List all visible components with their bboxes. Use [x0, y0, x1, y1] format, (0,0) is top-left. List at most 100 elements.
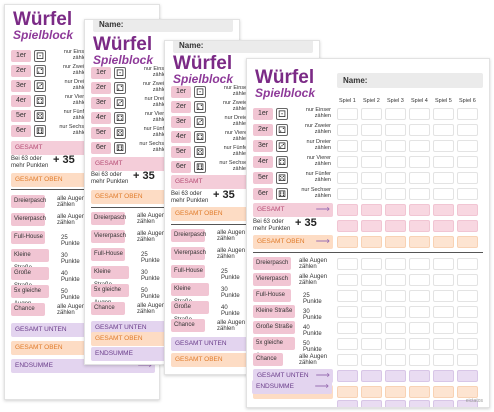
score-cell[interactable] — [385, 188, 406, 200]
score-cell[interactable] — [337, 306, 358, 318]
score-cell[interactable] — [337, 220, 358, 232]
score-cell[interactable] — [361, 108, 382, 120]
score-cell[interactable] — [457, 204, 478, 216]
score-cell[interactable] — [457, 172, 478, 184]
score-cell[interactable] — [433, 274, 454, 286]
score-cell[interactable] — [433, 370, 454, 382]
score-cell[interactable] — [457, 140, 478, 152]
score-cell[interactable] — [385, 172, 406, 184]
score-cell[interactable] — [457, 400, 478, 407]
score-cell[interactable] — [337, 400, 358, 407]
score-cell[interactable] — [433, 124, 454, 136]
score-cell[interactable] — [361, 172, 382, 184]
score-cell[interactable] — [361, 386, 382, 398]
score-cell[interactable] — [409, 338, 430, 350]
score-cell[interactable] — [385, 354, 406, 366]
score-cell[interactable] — [337, 370, 358, 382]
score-cell[interactable] — [361, 306, 382, 318]
score-cell[interactable] — [457, 386, 478, 398]
score-cell[interactable] — [361, 220, 382, 232]
score-cell[interactable] — [361, 204, 382, 216]
score-cell[interactable] — [409, 370, 430, 382]
score-cell[interactable] — [457, 274, 478, 286]
score-cell[interactable] — [337, 290, 358, 302]
score-cell[interactable] — [433, 108, 454, 120]
name-field[interactable]: Name: — [93, 20, 233, 32]
score-cell[interactable] — [361, 290, 382, 302]
score-cell[interactable] — [409, 236, 430, 248]
score-cell[interactable] — [457, 236, 478, 248]
score-cell[interactable] — [409, 220, 430, 232]
score-cell[interactable] — [457, 258, 478, 270]
score-cell[interactable] — [433, 236, 454, 248]
score-cell[interactable] — [433, 400, 454, 407]
score-cell[interactable] — [433, 258, 454, 270]
score-cell[interactable] — [409, 290, 430, 302]
score-cell[interactable] — [385, 258, 406, 270]
score-cell[interactable] — [361, 274, 382, 286]
score-cell[interactable] — [457, 354, 478, 366]
score-cell[interactable] — [409, 204, 430, 216]
score-cell[interactable] — [433, 172, 454, 184]
score-cell[interactable] — [337, 236, 358, 248]
score-cell[interactable] — [457, 290, 478, 302]
score-cell[interactable] — [433, 188, 454, 200]
score-cell[interactable] — [457, 220, 478, 232]
score-cell[interactable] — [409, 258, 430, 270]
score-cell[interactable] — [457, 156, 478, 168]
score-cell[interactable] — [433, 354, 454, 366]
score-cell[interactable] — [361, 236, 382, 248]
score-cell[interactable] — [409, 188, 430, 200]
score-cell[interactable] — [409, 124, 430, 136]
score-cell[interactable] — [409, 274, 430, 286]
score-cell[interactable] — [337, 156, 358, 168]
name-field[interactable]: Name: — [337, 73, 483, 88]
score-cell[interactable] — [337, 338, 358, 350]
score-cell[interactable] — [337, 274, 358, 286]
score-cell[interactable] — [337, 188, 358, 200]
score-cell[interactable] — [457, 306, 478, 318]
score-cell[interactable] — [361, 124, 382, 136]
score-cell[interactable] — [361, 400, 382, 407]
score-cell[interactable] — [385, 140, 406, 152]
score-cell[interactable] — [409, 156, 430, 168]
score-cell[interactable] — [433, 156, 454, 168]
score-cell[interactable] — [409, 354, 430, 366]
score-cell[interactable] — [433, 290, 454, 302]
score-cell[interactable] — [361, 322, 382, 334]
score-cell[interactable] — [385, 370, 406, 382]
score-cell[interactable] — [337, 354, 358, 366]
score-cell[interactable] — [457, 108, 478, 120]
score-cell[interactable] — [385, 236, 406, 248]
score-cell[interactable] — [433, 204, 454, 216]
score-cell[interactable] — [385, 306, 406, 318]
score-cell[interactable] — [385, 290, 406, 302]
score-cell[interactable] — [433, 306, 454, 318]
score-cell[interactable] — [385, 322, 406, 334]
score-cell[interactable] — [433, 140, 454, 152]
score-cell[interactable] — [409, 322, 430, 334]
score-cell[interactable] — [385, 124, 406, 136]
score-cell[interactable] — [409, 400, 430, 407]
score-cell[interactable] — [409, 108, 430, 120]
score-cell[interactable] — [409, 386, 430, 398]
score-cell[interactable] — [337, 108, 358, 120]
name-field[interactable]: Name: — [173, 41, 313, 53]
score-cell[interactable] — [385, 386, 406, 398]
score-cell[interactable] — [361, 258, 382, 270]
score-cell[interactable] — [385, 274, 406, 286]
score-cell[interactable] — [433, 338, 454, 350]
score-cell[interactable] — [337, 258, 358, 270]
score-cell[interactable] — [385, 156, 406, 168]
score-cell[interactable] — [337, 204, 358, 216]
score-cell[interactable] — [337, 140, 358, 152]
score-cell[interactable] — [361, 188, 382, 200]
score-cell[interactable] — [457, 370, 478, 382]
score-cell[interactable] — [337, 386, 358, 398]
score-cell[interactable] — [385, 108, 406, 120]
score-cell[interactable] — [385, 338, 406, 350]
score-cell[interactable] — [457, 322, 478, 334]
score-cell[interactable] — [457, 124, 478, 136]
score-cell[interactable] — [433, 386, 454, 398]
score-cell[interactable] — [385, 220, 406, 232]
